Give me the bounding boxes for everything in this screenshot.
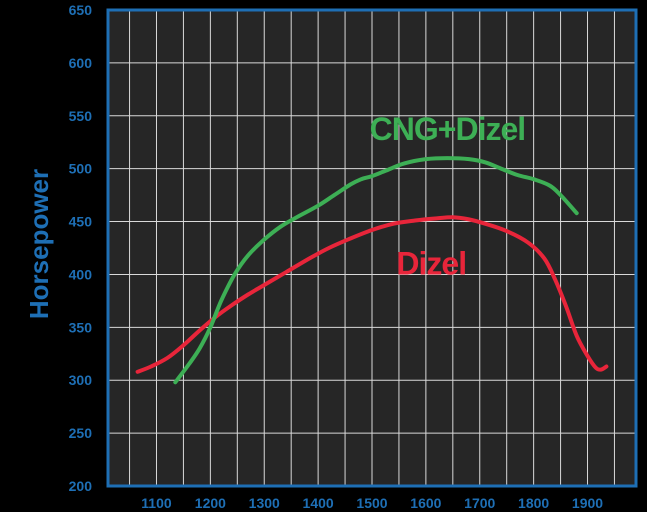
- y-tick-label: 600: [69, 55, 93, 71]
- grid: [108, 10, 636, 486]
- x-tick-label: 1200: [195, 495, 226, 511]
- series-line-cng-dizel: [173, 156, 579, 385]
- y-tick-label: 400: [69, 266, 93, 282]
- y-tick-label: 250: [69, 425, 93, 441]
- x-tick-label: 1400: [303, 495, 334, 511]
- y-tick-label: 200: [69, 478, 93, 494]
- x-tick-label: 1600: [410, 495, 441, 511]
- x-tick-label: 1300: [249, 495, 280, 511]
- y-tick-label: 550: [69, 108, 93, 124]
- x-tick-label: 1500: [356, 495, 387, 511]
- x-tick-label: 1900: [572, 495, 603, 511]
- series-label-cng-dizel: CNG+Dizel: [370, 111, 525, 147]
- x-tick-label: 1800: [518, 495, 549, 511]
- y-tick-label: 300: [69, 372, 93, 388]
- y-tick-label: 450: [69, 214, 93, 230]
- x-tick-label: 1700: [464, 495, 495, 511]
- y-tick-label: 500: [69, 161, 93, 177]
- y-axis-title: Horsepower: [24, 169, 54, 319]
- plot-frame: [106, 8, 638, 488]
- series-label-dizel: Dizel: [396, 245, 466, 281]
- x-tick-label: 1100: [141, 495, 172, 511]
- y-tick-label: 350: [69, 319, 93, 335]
- y-tick-label: 650: [69, 2, 93, 18]
